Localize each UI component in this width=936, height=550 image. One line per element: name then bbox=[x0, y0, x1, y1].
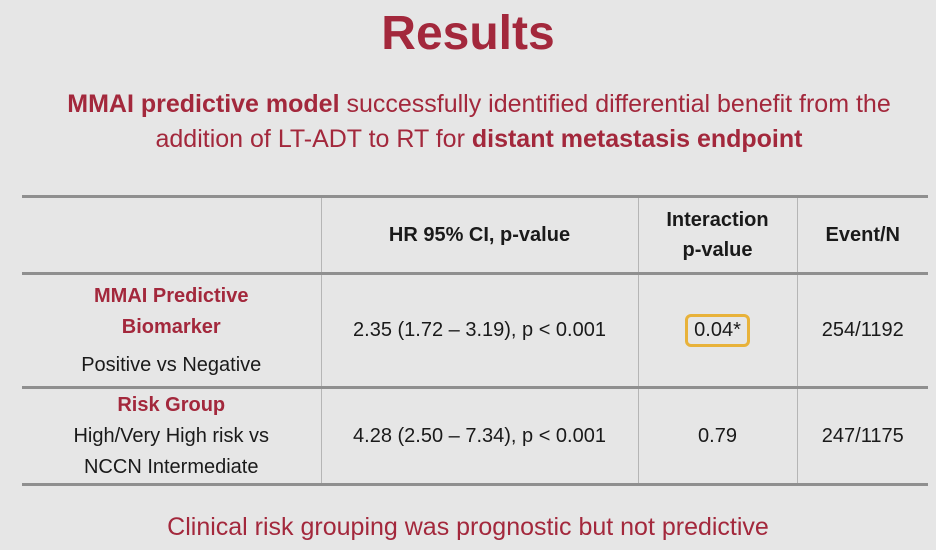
header-interaction-line1: Interaction bbox=[666, 209, 769, 231]
interaction-cell: 0.04* bbox=[637, 273, 797, 389]
hr-cell: 2.35 (1.72 – 3.19), p < 0.001 bbox=[320, 273, 638, 389]
table-header-row: HR 95% CI, p-value Interaction p-value E… bbox=[22, 195, 928, 275]
row-label-cell: Risk Group High/Very High risk vs NCCN I… bbox=[22, 387, 321, 486]
header-interaction: Interaction p-value bbox=[637, 195, 797, 275]
table-row-mmai: MMAI Predictive Biomarker Positive vs Ne… bbox=[22, 273, 928, 389]
row-label-line1: Risk Group bbox=[117, 393, 226, 416]
row-label-line2: Biomarker bbox=[121, 315, 221, 338]
highlighted-interaction-value: 0.04* bbox=[685, 314, 750, 347]
interaction-cell: 0.79 bbox=[637, 387, 797, 486]
header-event-n: Event/N bbox=[796, 195, 928, 275]
row-label-line1: MMAI Predictive bbox=[94, 284, 249, 307]
header-hr: HR 95% CI, p-value bbox=[320, 195, 638, 275]
hr-cell: 4.28 (2.50 – 7.34), p < 0.001 bbox=[320, 387, 638, 486]
row-comparison-line1: High/Very High risk vs bbox=[73, 424, 270, 447]
subtitle-highlight-endpoint: distant metastasis endpoint bbox=[471, 125, 803, 153]
header-empty bbox=[22, 195, 321, 275]
row-label-cell: MMAI Predictive Biomarker Positive vs Ne… bbox=[22, 273, 321, 389]
row-comparison: Positive vs Negative bbox=[81, 353, 262, 376]
results-table: HR 95% CI, p-value Interaction p-value E… bbox=[22, 195, 928, 486]
table-row-risk-group: Risk Group High/Very High risk vs NCCN I… bbox=[22, 387, 928, 486]
row-comparison-line2: NCCN Intermediate bbox=[83, 455, 259, 478]
header-interaction-line2: p-value bbox=[682, 239, 753, 261]
event-n-cell: 254/1192 bbox=[796, 273, 928, 389]
slide-subtitle: MMAI predictive model successfully ident… bbox=[30, 87, 928, 157]
event-n-cell: 247/1175 bbox=[796, 387, 928, 486]
subtitle-text: successfully identified differential ben… bbox=[155, 90, 891, 153]
slide-footer-conclusion: Clinical risk grouping was prognostic bu… bbox=[167, 513, 769, 541]
subtitle-highlight-model: MMAI predictive model bbox=[67, 90, 340, 118]
slide-title: Results bbox=[381, 7, 555, 60]
